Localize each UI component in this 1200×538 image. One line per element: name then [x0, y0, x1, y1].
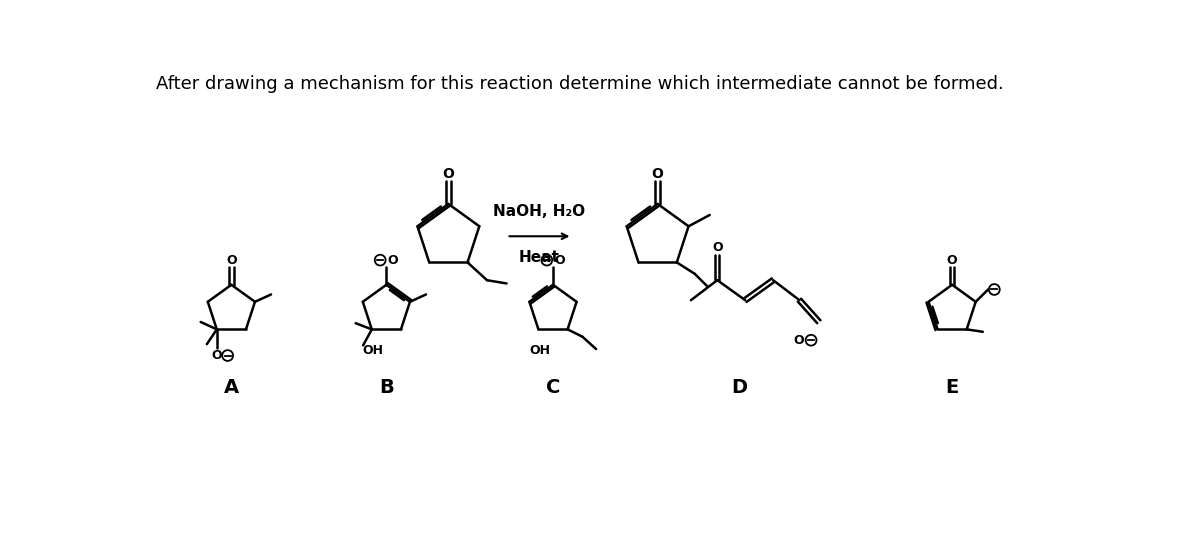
Text: OH: OH — [529, 344, 551, 357]
Text: After drawing a mechanism for this reaction determine which intermediate cannot : After drawing a mechanism for this react… — [156, 75, 1004, 93]
Text: O: O — [211, 349, 222, 362]
Text: E: E — [946, 378, 959, 398]
Text: D: D — [731, 378, 748, 398]
Text: C: C — [546, 378, 560, 398]
Text: O: O — [443, 167, 455, 181]
Text: O: O — [712, 240, 722, 253]
Text: O: O — [793, 334, 804, 346]
Text: A: A — [224, 378, 239, 398]
Text: O: O — [947, 253, 958, 267]
Text: O: O — [388, 253, 398, 267]
Text: OH: OH — [362, 344, 384, 357]
Text: O: O — [652, 167, 664, 181]
Text: Heat: Heat — [518, 250, 559, 265]
Text: NaOH, H₂O: NaOH, H₂O — [493, 204, 586, 220]
Text: O: O — [554, 253, 564, 267]
Text: O: O — [226, 253, 236, 267]
Text: B: B — [379, 378, 394, 398]
